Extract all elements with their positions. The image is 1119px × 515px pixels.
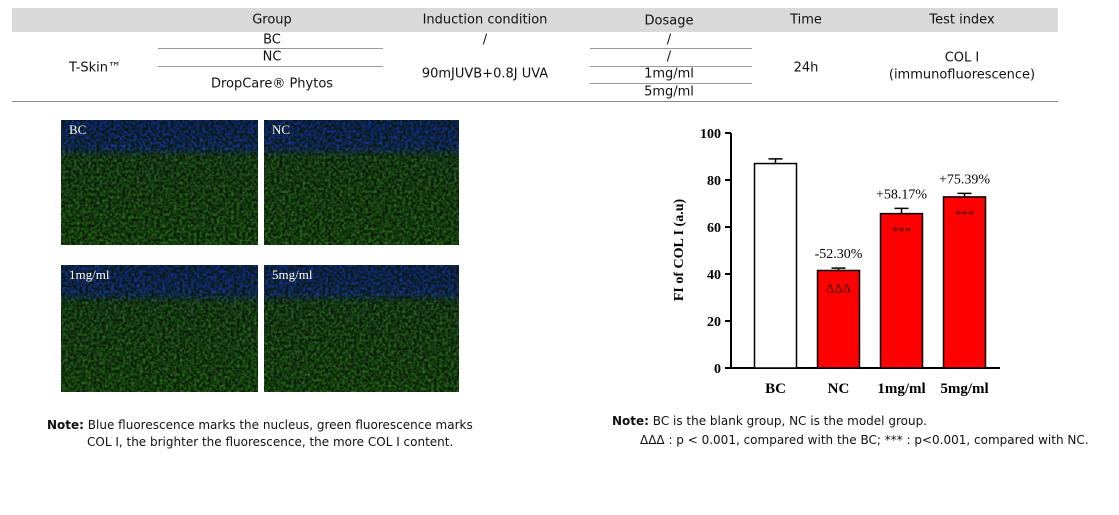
error-bar [768,158,783,164]
table-header-bar [12,8,1058,32]
bar [753,162,798,369]
dosage-cell: 1mg/ml [644,66,694,82]
group-cell: NC [262,49,282,65]
micrograph: BC [61,120,258,245]
x-tick-label: 1mg/ml [877,381,925,397]
micrograph: 5mg/ml [264,265,459,392]
change-label: +75.39% [939,172,990,187]
time-cell: 24h [793,60,819,76]
micrograph-label: NC [272,122,290,137]
y-tick-label: 60 [707,221,721,236]
micrograph-tissue [264,265,459,392]
header-cell: Dosage [644,13,694,29]
x-tick-label: 5mg/ml [940,381,988,397]
micrograph-label: 1mg/ml [69,267,110,282]
y-tick-label: 80 [707,174,721,189]
dosage-cell: / [666,32,672,48]
error-bar [831,267,846,271]
micrograph-label: BC [69,122,86,137]
significance-label: *** [955,207,975,222]
header-cell: Group [252,12,292,28]
y-tick-label: 100 [700,127,721,142]
dosage-cell: / [666,49,672,65]
note-label: Note: [47,418,84,432]
group-cell: DropCare® Phytos [210,76,334,92]
error-bar [957,192,972,197]
y-tick-label: 0 [714,362,721,377]
header-cell: Induction condition [422,12,548,28]
y-axis-label: FI of COL I (a.u) [672,199,687,302]
error-bar [894,207,909,214]
page: { "table": { "header": ["Group", "Induct… [12,8,1089,449]
row-rule [158,48,383,49]
change-label: +58.17% [876,187,927,202]
row-rule [590,66,752,67]
x-tick-label: NC [828,381,850,397]
y-tick-label: 20 [707,315,721,330]
figure: BC NC 1mg/ml 5mg/ml 0 20 40 60 80 100 FI of COL I… [61,120,1000,397]
group-cell: BC [263,32,281,48]
significance-label: *** [892,224,912,239]
x-tick-label: BC [765,381,786,397]
row-rule [590,83,752,84]
note-line: Blue fluorescence marks the nucleus, gre… [87,418,473,432]
row-rule [158,66,383,67]
note-line: COL I, the brighter the fluorescence, th… [87,435,454,449]
test-index-cell: COL I [944,50,980,66]
micrograph: 1mg/ml [61,265,258,392]
bar [942,196,987,369]
micrograph-label: 5mg/ml [272,267,313,282]
dosage-cell: 5mg/ml [644,84,694,100]
induction-cell: / [482,32,488,48]
note-label: Note: [612,414,649,428]
note-line: ΔΔΔ : p < 0.001, compared with the BC; *… [640,433,1089,447]
row-rule [590,48,752,49]
micrograph: NC [264,120,459,245]
header-cell: Time [790,12,822,28]
bar [879,212,924,369]
y-tick-label: 40 [707,268,721,283]
change-label: -52.30% [815,247,863,262]
test-index-cell: (immunofluorescence) [888,67,1036,83]
micrograph-tissue [264,120,459,245]
header-cell: Test index [929,12,995,28]
micrograph-tissue [61,265,258,392]
micrograph-tissue [61,120,258,245]
induction-cell: 90mJUVB+0.8J UVA [421,66,549,82]
significance-label: ΔΔΔ [826,280,851,295]
note-line: BC is the blank group, NC is the model g… [652,414,927,428]
model-cell: T-Skin™ [68,60,122,76]
table-bottom-rule [12,101,1058,102]
